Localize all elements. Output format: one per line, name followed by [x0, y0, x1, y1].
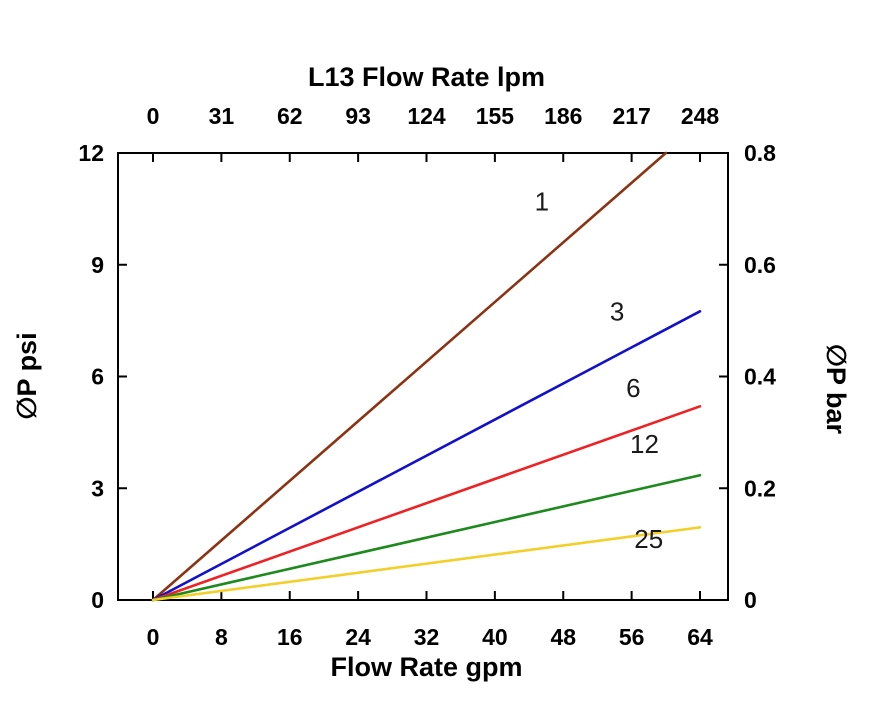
series-line-12	[151, 473, 702, 602]
bottom-axis-tick-label: 64	[687, 624, 713, 650]
bottom-axis-tick-label: 32	[414, 624, 440, 650]
bottom-axis-tick-label: 16	[277, 624, 303, 650]
right-axis-title: ∅P bar	[821, 344, 851, 435]
top-axis-tick-label: 62	[277, 103, 303, 129]
bottom-axis-tick-label: 0	[147, 624, 160, 650]
right-axis-tick-label: 0.2	[744, 475, 776, 501]
top-axis-tick-label: 217	[612, 103, 650, 129]
bottom-axis-tick-label: 8	[215, 624, 228, 650]
left-axis-title: ∅P psi	[12, 332, 42, 419]
left-axis-tick-label: 6	[91, 364, 104, 390]
top-axis-tick-label: 0	[147, 103, 160, 129]
top-axis-tick-label: 186	[544, 103, 582, 129]
left-axis-tick-label: 3	[91, 475, 104, 501]
series-label-25: 25	[634, 524, 663, 554]
top-axis-title: L13 Flow Rate lpm	[308, 62, 545, 92]
series-label-6: 6	[626, 373, 640, 403]
series-label-12: 12	[630, 429, 659, 459]
right-axis-tick-label: 0.6	[744, 252, 776, 278]
bottom-axis-tick-label: 56	[619, 624, 645, 650]
left-axis-tick-label: 12	[78, 140, 104, 166]
bottom-axis-tick-label: 48	[550, 624, 576, 650]
series-label-1: 1	[535, 187, 549, 217]
series-line-1	[151, 151, 668, 602]
top-axis-tick-label: 31	[209, 103, 235, 129]
series-label-3: 3	[610, 297, 624, 327]
series-line-6	[151, 404, 702, 602]
series-line-3	[151, 310, 702, 602]
right-axis-tick-label: 0.8	[744, 140, 776, 166]
right-axis-tick-label: 0.4	[744, 364, 776, 390]
top-axis-tick-label: 248	[681, 103, 720, 129]
bottom-axis-tick-label: 40	[482, 624, 508, 650]
left-axis-tick-label: 0	[91, 587, 104, 613]
right-axis-tick-label: 0	[744, 587, 757, 613]
top-axis-tick-label: 155	[476, 103, 515, 129]
series-line-25	[151, 526, 702, 602]
top-axis-tick-label: 93	[345, 103, 371, 129]
bottom-axis-tick-label: 24	[345, 624, 371, 650]
bottom-axis-title: Flow Rate gpm	[330, 652, 522, 682]
left-axis-tick-label: 9	[91, 252, 104, 278]
top-axis-tick-label: 124	[407, 103, 446, 129]
